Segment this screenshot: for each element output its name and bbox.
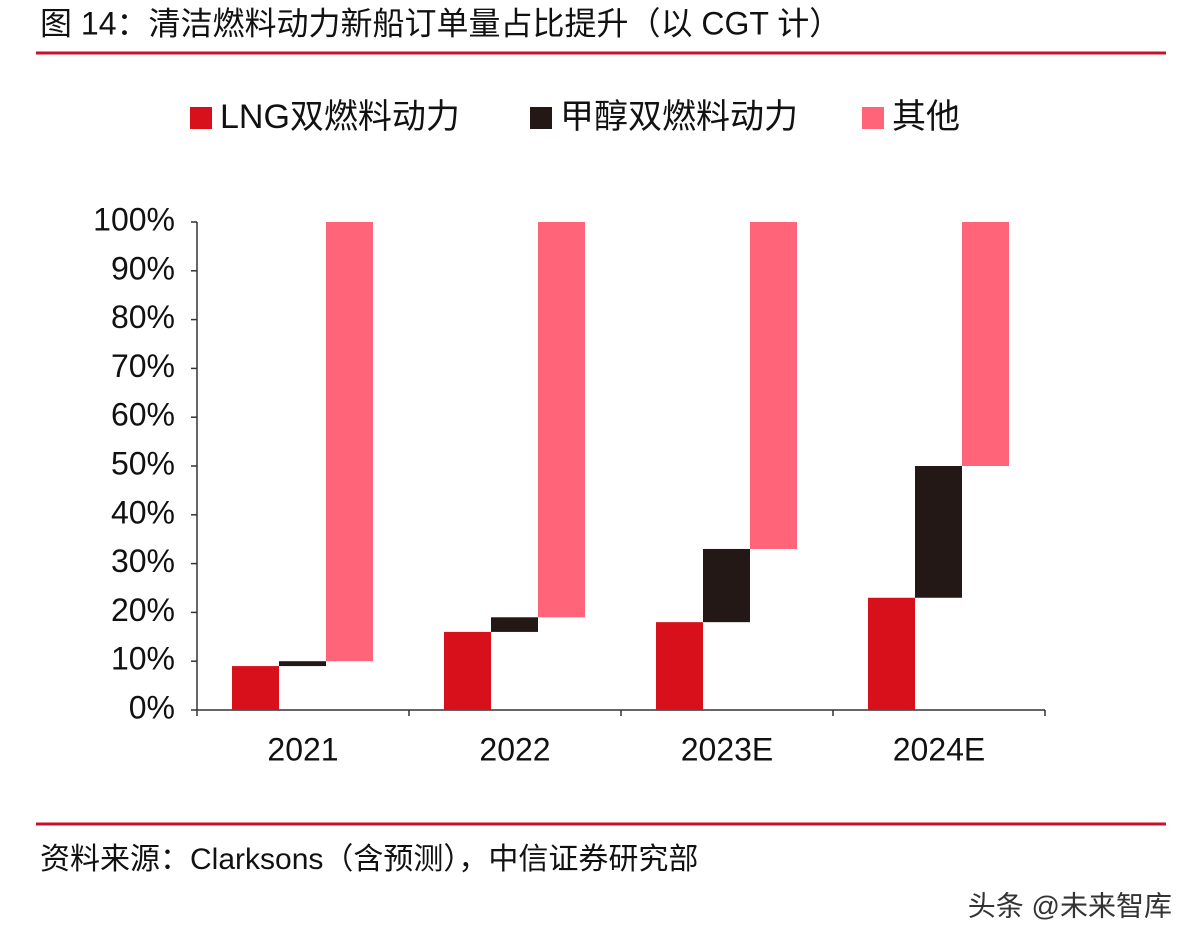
bar — [538, 222, 585, 618]
bar — [491, 617, 538, 632]
legend-label: LNG双燃料动力 — [220, 98, 460, 136]
bar — [444, 631, 491, 710]
bar — [656, 622, 703, 710]
bar — [868, 597, 915, 710]
legend-swatch — [190, 107, 212, 129]
y-tick-label: 50% — [111, 445, 175, 481]
legend-label: 其他 — [892, 98, 960, 136]
legend-label: 甲醇双燃料动力 — [560, 98, 798, 136]
bar — [915, 466, 962, 598]
x-tick-label: 2024E — [893, 731, 986, 767]
y-tick-label: 40% — [111, 494, 175, 530]
source-note: 资料来源：Clarksons（含预测），中信证券研究部 — [40, 843, 698, 876]
y-tick-label: 20% — [111, 592, 175, 628]
y-tick-label: 100% — [93, 201, 175, 237]
y-tick-label: 70% — [111, 348, 175, 384]
y-tick-label: 10% — [111, 641, 175, 677]
bar — [703, 548, 750, 623]
y-tick-label: 80% — [111, 299, 175, 335]
x-tick-label: 2021 — [267, 731, 338, 767]
watermark: 头条 @未来智库 — [968, 890, 1172, 921]
bar — [326, 222, 373, 662]
chart-title: 图 14：清洁燃料动力新船订单量占比提升（以 CGT 计） — [40, 5, 841, 41]
y-tick-label: 90% — [111, 250, 175, 286]
x-tick-label: 2022 — [479, 731, 550, 767]
bar — [750, 222, 797, 549]
y-tick-label: 0% — [129, 689, 175, 725]
legend-swatch — [530, 107, 552, 129]
x-tick-label: 2023E — [681, 731, 774, 767]
y-tick-label: 30% — [111, 543, 175, 579]
bar — [962, 222, 1009, 466]
legend-swatch — [862, 107, 884, 129]
bar — [232, 666, 279, 710]
y-tick-label: 60% — [111, 397, 175, 433]
bar — [279, 661, 326, 667]
